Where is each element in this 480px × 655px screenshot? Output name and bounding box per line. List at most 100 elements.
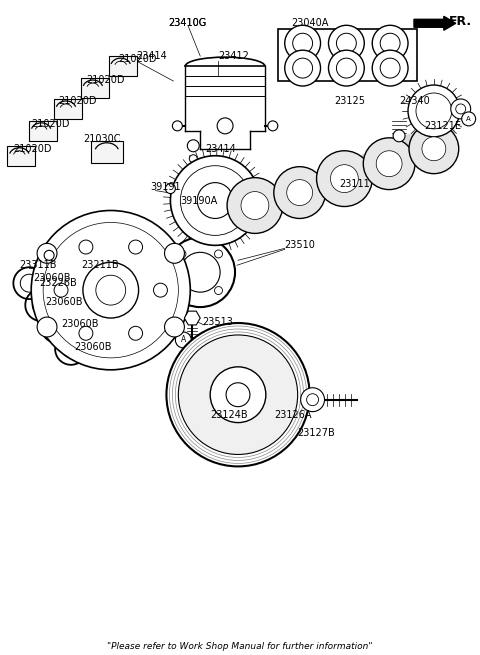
Circle shape xyxy=(380,33,400,53)
Circle shape xyxy=(307,394,319,405)
Circle shape xyxy=(285,26,321,61)
Text: 23510: 23510 xyxy=(285,240,316,250)
Circle shape xyxy=(393,130,405,141)
Circle shape xyxy=(422,137,446,160)
Text: 21020D: 21020D xyxy=(119,54,157,64)
Text: 21030C: 21030C xyxy=(83,134,120,144)
Circle shape xyxy=(372,26,408,61)
Circle shape xyxy=(170,156,260,246)
Circle shape xyxy=(372,50,408,86)
Text: 24340: 24340 xyxy=(399,96,430,106)
Circle shape xyxy=(44,250,54,260)
Text: 23060B: 23060B xyxy=(74,342,111,352)
Circle shape xyxy=(96,275,126,305)
Circle shape xyxy=(37,317,57,337)
Bar xyxy=(81,78,109,98)
Circle shape xyxy=(129,326,143,340)
Text: 23410G: 23410G xyxy=(168,18,207,28)
Circle shape xyxy=(336,58,356,78)
Text: 21020D: 21020D xyxy=(31,119,70,129)
Circle shape xyxy=(180,252,220,292)
Circle shape xyxy=(166,237,235,307)
Circle shape xyxy=(165,317,184,337)
Bar xyxy=(91,141,123,162)
Text: 39190A: 39190A xyxy=(180,196,217,206)
Circle shape xyxy=(227,178,283,233)
Text: 23121E: 23121E xyxy=(424,121,461,131)
Text: 23040A: 23040A xyxy=(292,18,329,28)
Circle shape xyxy=(31,210,190,370)
Text: 21020D: 21020D xyxy=(58,96,96,106)
Text: 39191: 39191 xyxy=(151,181,181,192)
Circle shape xyxy=(215,286,223,295)
Bar xyxy=(278,29,417,81)
Circle shape xyxy=(154,283,168,297)
Circle shape xyxy=(129,240,143,254)
Text: 23226B: 23226B xyxy=(39,278,77,288)
Circle shape xyxy=(330,164,358,193)
Circle shape xyxy=(43,223,179,358)
Circle shape xyxy=(83,262,139,318)
Circle shape xyxy=(215,250,223,258)
Text: 23125: 23125 xyxy=(335,96,365,106)
Circle shape xyxy=(172,121,182,131)
Circle shape xyxy=(175,332,192,348)
Circle shape xyxy=(408,85,460,137)
Text: 23410G: 23410G xyxy=(168,18,207,28)
Circle shape xyxy=(166,183,175,194)
Circle shape xyxy=(328,26,364,61)
Circle shape xyxy=(409,124,459,174)
Circle shape xyxy=(226,383,250,407)
Circle shape xyxy=(187,140,199,152)
Circle shape xyxy=(178,250,186,258)
Circle shape xyxy=(179,335,298,455)
Circle shape xyxy=(180,166,250,235)
Circle shape xyxy=(451,99,471,119)
Circle shape xyxy=(37,244,57,263)
Circle shape xyxy=(293,58,312,78)
Bar xyxy=(29,121,57,141)
Text: 21020D: 21020D xyxy=(13,143,52,154)
Circle shape xyxy=(293,33,312,53)
Text: 23111: 23111 xyxy=(339,179,370,189)
Circle shape xyxy=(241,191,269,219)
Circle shape xyxy=(363,138,415,189)
Circle shape xyxy=(189,155,197,162)
Text: 23126A: 23126A xyxy=(274,409,312,420)
Circle shape xyxy=(178,286,186,295)
Circle shape xyxy=(167,323,310,466)
Bar xyxy=(54,99,82,119)
Circle shape xyxy=(380,58,400,78)
Circle shape xyxy=(416,93,452,129)
Text: 23414: 23414 xyxy=(137,51,168,61)
Text: 23060B: 23060B xyxy=(33,273,71,283)
Text: FR.: FR. xyxy=(449,15,472,28)
Text: A: A xyxy=(466,116,471,122)
Text: 21020D: 21020D xyxy=(86,75,124,85)
Text: 23414: 23414 xyxy=(205,143,236,154)
Bar xyxy=(7,146,35,166)
Circle shape xyxy=(456,104,466,114)
Circle shape xyxy=(285,50,321,86)
Circle shape xyxy=(165,244,184,263)
Circle shape xyxy=(300,388,324,411)
Circle shape xyxy=(462,112,476,126)
FancyArrow shape xyxy=(414,16,456,30)
Text: 23513: 23513 xyxy=(202,317,233,327)
Circle shape xyxy=(79,240,93,254)
Polygon shape xyxy=(184,311,200,325)
Circle shape xyxy=(316,151,372,206)
Circle shape xyxy=(197,183,233,219)
Text: 23311B: 23311B xyxy=(19,260,57,271)
Circle shape xyxy=(79,326,93,340)
Circle shape xyxy=(274,166,325,219)
Circle shape xyxy=(376,151,402,177)
Circle shape xyxy=(287,179,312,206)
Circle shape xyxy=(328,50,364,86)
Text: "Please refer to Work Shop Manual for further information": "Please refer to Work Shop Manual for fu… xyxy=(107,642,373,651)
Text: 23124B: 23124B xyxy=(210,409,248,420)
Circle shape xyxy=(210,367,266,422)
Text: 23060B: 23060B xyxy=(45,297,83,307)
Circle shape xyxy=(268,121,278,131)
Circle shape xyxy=(336,33,356,53)
